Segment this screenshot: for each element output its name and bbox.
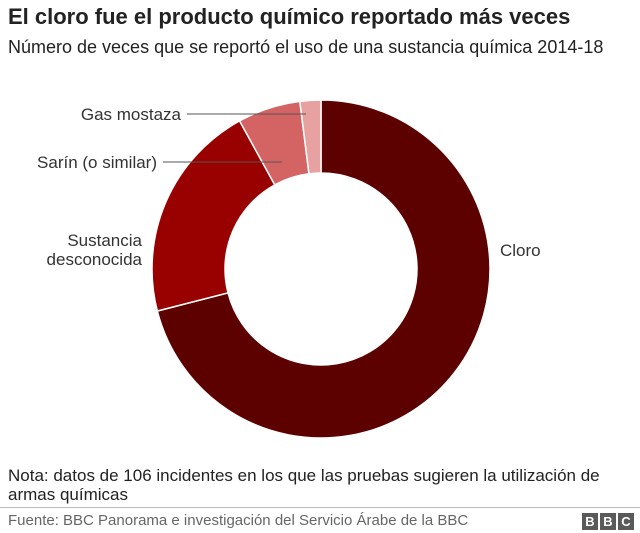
donut-slices (151, 99, 491, 439)
slice-label: Gas mostaza (81, 105, 182, 124)
slice-labels: Cloro Sustancia desconocida Sarín (o simila… (37, 105, 541, 269)
chart-note: Nota: datos de 106 incidentes en los que… (8, 466, 600, 504)
slice-sustancia-desconocida (151, 119, 276, 312)
logo-letter: C (618, 513, 634, 530)
logo-letter: B (582, 513, 598, 530)
footer-divider (0, 507, 640, 508)
slice-cloro (156, 99, 491, 439)
logo-letter: B (600, 513, 616, 530)
slice-label: Sustancia desconocida (47, 231, 143, 269)
source-text: Fuente: BBC Panorama e investigación del… (8, 512, 469, 529)
slice-label: Cloro (500, 241, 541, 260)
bbc-logo: B B C (582, 513, 634, 530)
chart-subtitle: Número de veces que se reportó el uso de… (8, 37, 604, 57)
slice-gas-mostaza (298, 99, 322, 175)
chart-title: El cloro fue el producto químico reporta… (8, 4, 571, 29)
slice-label: Sarín (o similar) (37, 153, 157, 172)
